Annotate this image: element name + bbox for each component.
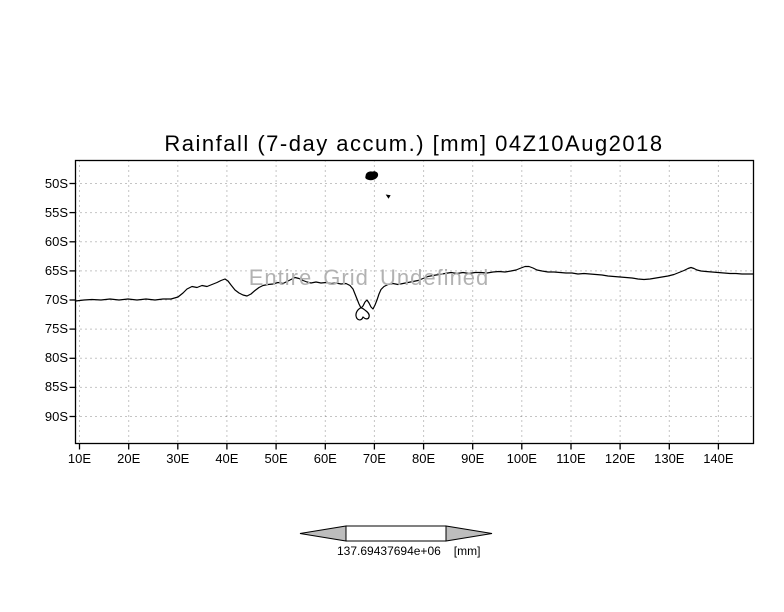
antarctica-coastline: [74, 265, 755, 310]
x-tick-label-140E: 140E: [703, 451, 734, 466]
colorbar-left-arrow: [299, 525, 347, 542]
x-tick-label-40E: 40E: [215, 451, 239, 466]
x-tick-label-50E: 50E: [264, 451, 288, 466]
plot-frame: [74, 159, 755, 445]
chart-title: Rainfall (7-day accum.) [mm] 04Z10Aug201…: [164, 131, 664, 156]
colorbar-label-2: 37694e+06: [380, 544, 441, 558]
coastal-islet: [355, 307, 370, 321]
x-tick-label-10E: 10E: [67, 451, 92, 466]
grid-layer: [75, 160, 754, 444]
colorbar-labels: 137.694 37694e+06 [mm]: [337, 544, 480, 558]
x-tick-label-90E: 90E: [461, 451, 485, 466]
x-tick-label-80E: 80E: [412, 451, 436, 466]
colorbar-unit-label: [mm]: [453, 544, 481, 558]
y-tick-label-70S: 70S: [44, 292, 68, 307]
y-tick-label-75S: 75S: [44, 321, 68, 337]
y-tick-label-60S: 60S: [44, 233, 68, 249]
x-tick-label-120E: 120E: [604, 451, 636, 466]
undefined-grid-annotation: Entire Grid Undefined: [248, 265, 490, 290]
y-tick-label-85S: 85S: [44, 379, 68, 395]
y-tick-label-55S: 55S: [44, 204, 68, 220]
y-tick-label-90S: 90S: [44, 408, 68, 424]
y-tick-label-50S: 50S: [44, 175, 68, 191]
x-tick-label-110E: 110E: [556, 451, 586, 466]
x-tick-label-70E: 70E: [362, 451, 386, 466]
colorbar-label-1: 137.694: [337, 544, 381, 558]
heard-island: [385, 194, 391, 199]
colorbar-right-arrow: [445, 525, 493, 542]
kerguelen-island: [365, 171, 379, 181]
colorbar-bar: [345, 525, 447, 542]
y-tick-label-65S: 65S: [44, 262, 68, 278]
x-tick-label-60E: 60E: [313, 451, 337, 466]
x-tick-label-100E: 100E: [506, 451, 537, 466]
x-tick-label-130E: 130E: [654, 451, 685, 466]
tick-layer: [69, 182, 720, 450]
x-tick-label-30E: 30E: [166, 451, 190, 466]
x-tick-label-20E: 20E: [117, 451, 141, 466]
y-tick-label-80S: 80S: [44, 350, 68, 366]
